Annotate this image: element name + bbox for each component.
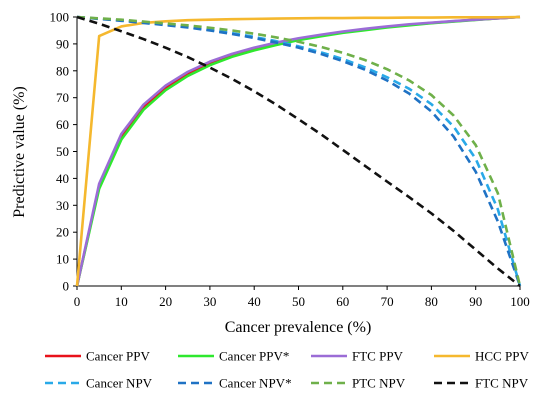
y-tick-label: 80 xyxy=(56,63,69,78)
x-tick-label: 80 xyxy=(425,294,438,309)
tick-labels: 0 10 20 30 40 50 60 70 80 90 100 0 10 20 30 40 50 60 70 80 9… xyxy=(50,10,530,310)
series-line-cancer-npv-star xyxy=(76,15,522,287)
x-tick-label: 100 xyxy=(510,294,530,309)
x-tick-label: 60 xyxy=(336,294,349,309)
series-line-ftc-npv xyxy=(76,15,521,288)
y-tick-label: 50 xyxy=(56,144,69,159)
y-tick-label: 90 xyxy=(56,36,69,51)
legend-label: PTC NPV xyxy=(352,376,406,391)
x-tick-label: 0 xyxy=(74,294,81,309)
x-tick-label: 50 xyxy=(292,294,305,309)
y-axis-title: Predictive value (%) xyxy=(11,86,28,218)
x-tick-label: 70 xyxy=(381,294,394,309)
series-line-cancer-npv xyxy=(76,15,522,287)
series-line-hcc-ppv xyxy=(75,15,521,287)
legend-label: Cancer NPV xyxy=(86,376,153,391)
legend-item-ftc-npv: FTC NPV xyxy=(434,376,529,391)
legend-item-cancer-ppv: Cancer PPV xyxy=(45,349,151,364)
x-tick-label: 40 xyxy=(248,294,261,309)
series-lines xyxy=(75,15,522,288)
legend-label: Cancer PPV xyxy=(86,349,151,364)
legend-item-cancer-ppv-star: Cancer PPV* xyxy=(178,349,289,364)
x-tick-label: 10 xyxy=(115,294,128,309)
series-line-ftc-ppv xyxy=(75,15,521,287)
y-tick-label: 70 xyxy=(56,90,69,105)
y-tick-label: 10 xyxy=(56,252,69,267)
legend: Cancer PPV Cancer PPV* FTC PPV HCC PPV Cance… xyxy=(45,349,529,391)
legend-label: FTC NPV xyxy=(475,376,529,391)
legend-item-ftc-ppv: FTC PPV xyxy=(311,349,404,364)
y-tick-label: 0 xyxy=(63,279,70,294)
series-line-cancer-ppv-star xyxy=(75,15,521,287)
y-tick-label: 20 xyxy=(56,225,69,240)
x-tick-label: 20 xyxy=(159,294,172,309)
legend-item-cancer-npv-star: Cancer NPV* xyxy=(178,376,292,391)
y-tick-label: 30 xyxy=(56,198,69,213)
legend-label: HCC PPV xyxy=(475,349,529,364)
x-tick-label: 30 xyxy=(203,294,216,309)
legend-item-cancer-npv: Cancer NPV xyxy=(45,376,153,391)
x-axis-title: Cancer prevalence (%) xyxy=(225,319,372,336)
series-line-ptc-npv xyxy=(76,15,522,287)
axes xyxy=(73,16,521,290)
legend-item-ptc-npv: PTC NPV xyxy=(311,376,406,391)
legend-item-hcc-ppv: HCC PPV xyxy=(434,349,529,364)
x-tick-label: 90 xyxy=(469,294,482,309)
y-tick-label: 100 xyxy=(50,10,70,25)
y-tick-label: 60 xyxy=(56,117,69,132)
series-line-cancer-ppv xyxy=(75,15,521,287)
legend-label: Cancer PPV* xyxy=(219,349,289,364)
legend-label: Cancer NPV* xyxy=(219,376,292,391)
y-tick-label: 40 xyxy=(56,171,69,186)
legend-label: FTC PPV xyxy=(352,349,404,364)
